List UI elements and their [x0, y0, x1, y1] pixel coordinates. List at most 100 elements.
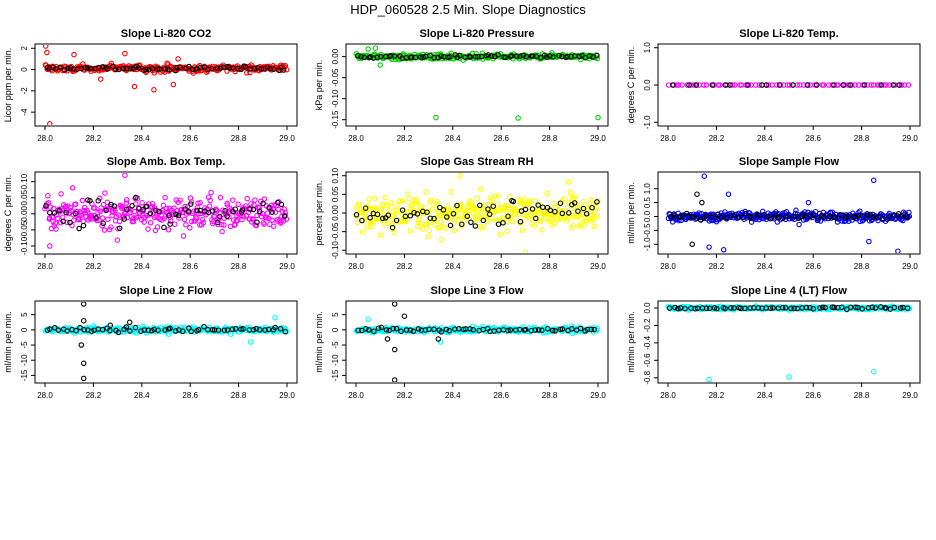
point-primary [365, 46, 371, 52]
point-secondary [546, 53, 553, 59]
point-primary [71, 51, 77, 58]
point-primary [724, 82, 730, 88]
point-primary [472, 214, 478, 220]
point-primary [283, 66, 290, 73]
point-secondary [111, 203, 118, 209]
point-secondary [195, 327, 202, 333]
point-secondary [363, 326, 369, 332]
y-tick-label: 0.0 [643, 302, 652, 314]
point-secondary [457, 52, 463, 59]
point-primary [504, 228, 510, 234]
point-secondary [250, 327, 257, 333]
point-secondary [80, 302, 87, 307]
point-primary [474, 195, 480, 201]
point-secondary [72, 210, 79, 217]
point-primary [189, 218, 195, 225]
x-tick-label: 29.0 [902, 134, 918, 143]
panel-4: Slope Amb. Box Temp. degrees C per min. 0.… [3, 156, 298, 271]
x-tick-label: 28.2 [86, 391, 102, 400]
point-primary [532, 198, 539, 204]
point-secondary [221, 327, 228, 334]
point-primary [230, 197, 236, 203]
point-secondary [559, 210, 566, 217]
point-primary [481, 223, 487, 230]
panel-title: Slope Li-820 Temp. [739, 28, 838, 40]
point-secondary [754, 212, 760, 218]
x-tick-label: 28.0 [660, 134, 676, 143]
y-axis-label: ml/min per min. [626, 182, 636, 244]
point-secondary [514, 53, 520, 59]
x-tick-label: 28.0 [37, 391, 53, 400]
point-secondary [149, 65, 156, 72]
point-primary [53, 226, 59, 232]
point-secondary [815, 215, 821, 221]
point-secondary [594, 52, 600, 59]
point-secondary [731, 305, 737, 311]
x-tick-label: 28.0 [348, 391, 364, 400]
point-secondary [742, 305, 748, 312]
point-secondary [127, 328, 133, 334]
point-primary [130, 218, 137, 225]
x-tick-label: 28.6 [805, 391, 821, 400]
x-tick-label: 28.8 [231, 262, 247, 271]
point-secondary [146, 66, 152, 73]
point-primary [170, 81, 177, 88]
point-secondary [121, 216, 128, 222]
point-secondary [577, 325, 584, 332]
point-primary [886, 82, 893, 88]
point-primary [466, 205, 472, 211]
point-secondary [842, 214, 849, 221]
point-secondary [550, 54, 556, 60]
point-primary [729, 82, 736, 88]
point-primary [429, 206, 436, 212]
panel-title: Slope Line 4 (LT) Flow [731, 285, 847, 297]
point-primary [571, 194, 578, 200]
y-tick-label: -2 [20, 87, 29, 95]
data-points [353, 45, 601, 121]
point-primary [377, 232, 384, 238]
point-secondary [197, 64, 204, 71]
x-tick-label: 28.6 [805, 262, 821, 271]
point-primary [679, 82, 685, 88]
point-secondary [582, 54, 588, 61]
point-primary [519, 227, 526, 234]
point-secondary [173, 211, 179, 218]
point-secondary [897, 305, 904, 311]
point-primary [539, 227, 545, 233]
point-secondary [470, 327, 476, 333]
point-secondary [262, 327, 268, 333]
point-primary [176, 215, 182, 221]
y-tick-label: -5 [331, 341, 340, 349]
point-secondary [431, 326, 437, 333]
point-primary [80, 218, 87, 225]
point-secondary [277, 326, 284, 332]
point-primary [217, 194, 224, 201]
plot-frame [34, 43, 298, 127]
point-secondary [583, 211, 590, 217]
point-secondary [440, 207, 447, 213]
point-secondary [156, 66, 162, 72]
point-primary [480, 202, 487, 209]
point-secondary [502, 54, 509, 61]
point-secondary [172, 67, 179, 74]
x-tick-label: 28.4 [757, 262, 773, 271]
point-secondary [250, 206, 257, 213]
point-secondary [666, 305, 673, 311]
panel-8: Slope Line 3 Flow ml/min per min. 5 0 -5 -10 -… [314, 285, 609, 400]
point-secondary [87, 198, 93, 204]
point-secondary [133, 194, 139, 201]
point-primary [675, 82, 682, 88]
point-secondary [535, 327, 542, 333]
point-secondary [100, 220, 106, 227]
point-primary [825, 82, 832, 88]
point-primary [122, 173, 128, 178]
x-tick-label: 28.6 [493, 262, 509, 271]
point-secondary [786, 212, 793, 219]
point-secondary [264, 64, 271, 71]
point-secondary [821, 214, 828, 220]
point-secondary [104, 66, 111, 72]
point-primary [379, 201, 386, 208]
point-secondary [472, 223, 479, 229]
x-tick-label: 28.0 [660, 262, 676, 271]
point-primary [856, 82, 862, 88]
